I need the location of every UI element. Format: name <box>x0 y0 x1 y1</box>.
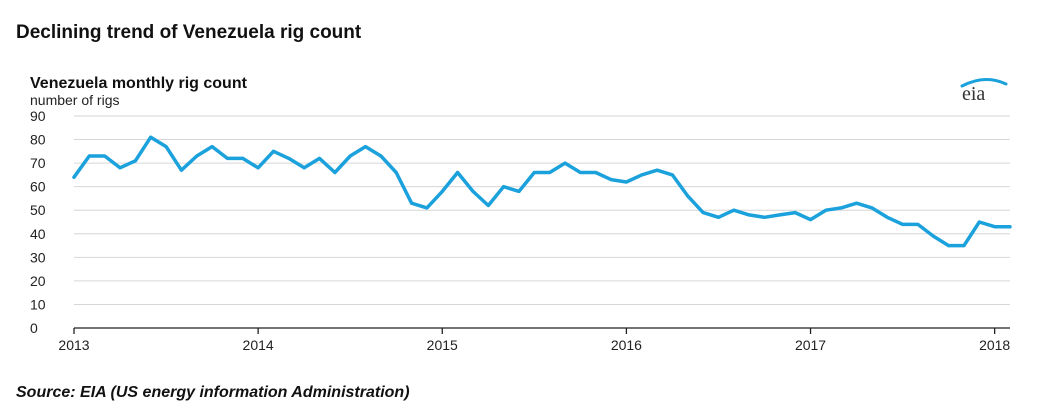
x-tick-label: 2013 <box>58 337 89 353</box>
x-tick-label: 2016 <box>611 337 642 353</box>
data-point <box>118 166 122 170</box>
data-point <box>471 189 475 193</box>
y-axis-label: number of rigs <box>30 92 119 108</box>
data-point <box>548 171 552 174</box>
y-tick-label: 40 <box>30 226 46 242</box>
data-point <box>532 171 536 174</box>
y-tick-labels: 0 10 20 30 40 50 60 70 80 90 <box>30 108 46 336</box>
y-tick-label: 80 <box>30 132 46 148</box>
source-note: Source: EIA (US energy information Admin… <box>16 384 410 401</box>
data-point <box>241 156 245 160</box>
series-line-venezuela-rigs <box>72 135 1012 248</box>
data-point <box>747 213 751 217</box>
data-point <box>210 145 214 149</box>
data-point <box>364 145 367 149</box>
data-point <box>87 154 91 158</box>
data-point <box>670 173 674 177</box>
svg-text:eia: eia <box>962 83 985 105</box>
data-point <box>394 171 398 174</box>
data-point <box>778 213 782 217</box>
data-point <box>195 154 199 158</box>
data-point <box>870 206 874 210</box>
data-point <box>855 201 859 205</box>
data-point <box>609 178 613 182</box>
y-tick-label: 70 <box>30 155 46 171</box>
x-tick-label: 2017 <box>795 337 826 353</box>
y-tick-label: 60 <box>30 179 46 195</box>
data-point <box>594 171 598 174</box>
data-point <box>348 154 352 158</box>
eia-logo-icon: eia <box>960 78 1008 105</box>
data-point <box>225 156 229 160</box>
data-point <box>962 244 966 248</box>
data-point <box>456 171 460 174</box>
data-point <box>164 145 168 149</box>
data-point <box>1008 225 1012 229</box>
grid-lines <box>74 115 1010 305</box>
data-point <box>824 208 828 212</box>
x-tick-label: 2014 <box>243 337 274 353</box>
data-point <box>839 206 843 210</box>
data-point <box>901 222 905 226</box>
data-point <box>133 159 137 163</box>
data-point <box>640 173 644 177</box>
data-point <box>486 204 490 207</box>
x-tick-label: 2018 <box>979 337 1010 353</box>
data-point <box>809 218 812 222</box>
data-point <box>410 201 414 205</box>
data-point <box>885 215 889 219</box>
y-tick-label: 0 <box>30 320 38 336</box>
x-tick-label: 2015 <box>427 337 458 353</box>
data-point <box>563 161 567 165</box>
data-point <box>379 154 383 158</box>
data-point <box>686 194 690 198</box>
chart-title: Venezuela monthly rig count <box>30 75 248 92</box>
data-point <box>717 215 720 219</box>
data-point <box>793 211 797 215</box>
data-point <box>256 166 260 170</box>
data-point <box>993 225 997 229</box>
data-point <box>947 244 951 248</box>
data-point <box>72 175 76 179</box>
line-chart: Venezuela monthly rig count number of ri… <box>30 75 1012 353</box>
data-point <box>179 168 183 172</box>
data-point <box>977 220 981 224</box>
y-tick-label: 30 <box>30 249 46 265</box>
data-point <box>440 189 444 193</box>
data-point <box>302 166 306 170</box>
data-point <box>272 149 275 153</box>
data-point <box>149 135 153 139</box>
data-point <box>517 189 521 193</box>
data-point <box>624 180 628 184</box>
data-point <box>502 185 506 189</box>
data-point <box>103 154 107 158</box>
y-tick-label: 10 <box>30 296 46 312</box>
data-point <box>655 168 659 172</box>
y-tick-label: 90 <box>30 108 46 124</box>
x-axis-ticks: 2013 2014 2015 2016 2017 2018 <box>58 328 1010 353</box>
page-headline: Declining trend of Venezuela rig count <box>16 22 362 43</box>
data-point <box>287 156 291 160</box>
data-point <box>578 171 582 174</box>
data-point <box>931 234 935 238</box>
data-point <box>318 156 321 160</box>
data-point <box>916 222 920 226</box>
y-tick-label: 20 <box>30 273 46 289</box>
data-point <box>333 171 337 174</box>
data-point <box>732 208 736 212</box>
y-tick-label: 50 <box>30 202 46 218</box>
data-point <box>425 206 429 210</box>
data-point <box>701 211 705 215</box>
data-points <box>72 135 1012 248</box>
data-point <box>763 215 766 219</box>
